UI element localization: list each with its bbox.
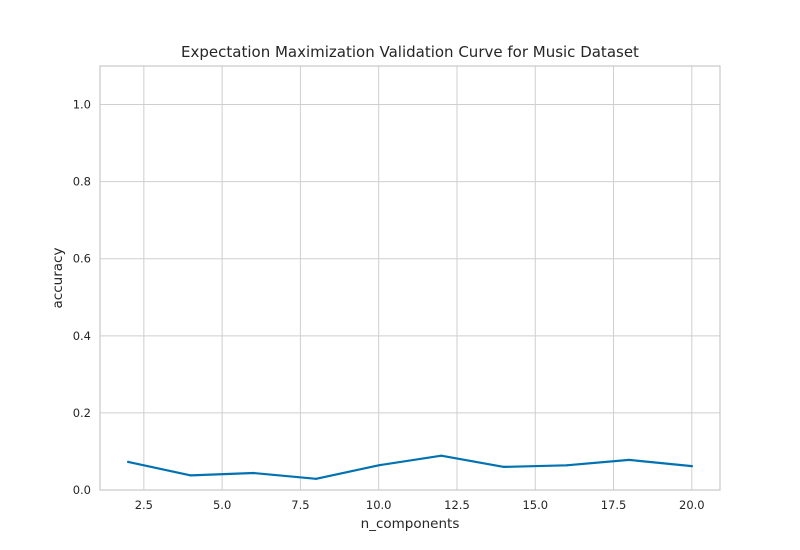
x-tick-label: 7.5: [291, 498, 309, 512]
grid-layer: [100, 66, 720, 491]
y-tick-label: 0.2: [73, 406, 91, 420]
y-tick-label: 1.0: [73, 98, 91, 112]
data-point: [440, 454, 443, 457]
x-tick-label: 10.0: [366, 498, 392, 512]
y-tick-labels: 0.0 0.2 0.4 0.6 0.8 1.0: [73, 98, 91, 497]
x-tick-labels: 2.5 5.0 7.5 10.0 12.5 15.0 17.5 20.0: [135, 498, 705, 512]
data-point: [314, 477, 318, 480]
data-point: [252, 471, 255, 475]
series-layer: [127, 454, 693, 480]
data-point: [127, 460, 130, 463]
data-point: [628, 458, 631, 462]
y-axis-label: accuracy: [50, 248, 66, 309]
x-tick-label: 5.0: [213, 498, 231, 512]
data-point: [377, 464, 380, 467]
data-point: [502, 465, 506, 468]
x-tick-label: 17.5: [601, 498, 627, 512]
x-tick-label: 2.5: [135, 498, 153, 512]
chart-title: Expectation Maximization Validation Curv…: [181, 43, 639, 61]
series-line: [127, 454, 693, 480]
y-tick-label: 0.8: [73, 175, 91, 189]
y-tick-label: 0.4: [73, 329, 91, 343]
y-tick-label: 0.6: [73, 252, 91, 266]
plot-frame: [99, 65, 721, 491]
x-axis-label: n_components: [361, 516, 460, 532]
data-point: [565, 464, 568, 467]
x-tick-label: 15.0: [522, 498, 548, 512]
data-point: [189, 474, 192, 477]
data-point: [690, 465, 693, 468]
x-tick-label: 20.0: [679, 498, 705, 512]
y-tick-label: 0.0: [73, 483, 91, 497]
x-tick-label: 12.5: [444, 498, 470, 512]
